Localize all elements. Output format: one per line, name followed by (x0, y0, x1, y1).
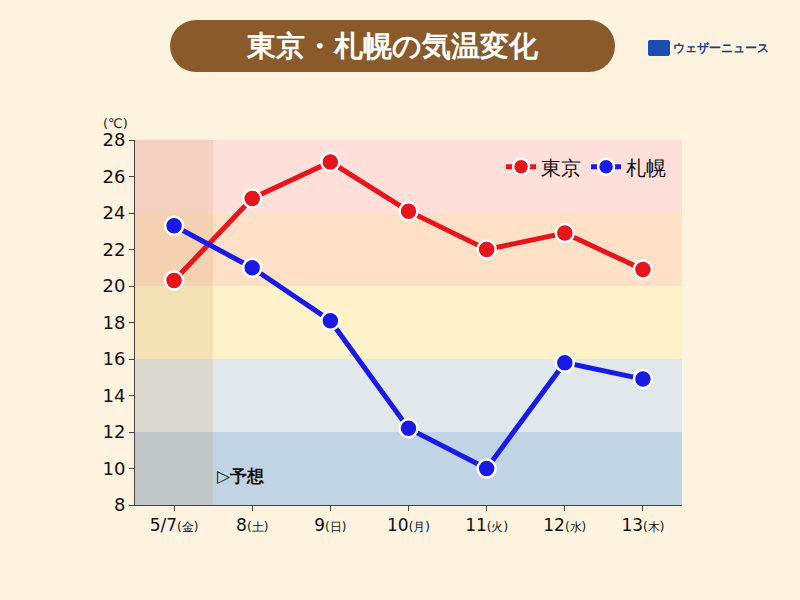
svg-text:8(土): 8(土) (236, 515, 268, 535)
svg-text:12(水): 12(水) (543, 515, 586, 535)
svg-text:24: 24 (102, 202, 125, 223)
svg-text:14: 14 (102, 385, 125, 406)
svg-text:(℃): (℃) (103, 116, 128, 131)
svg-text:5/7(金): 5/7(金) (150, 515, 199, 535)
svg-text:▷予想: ▷予想 (217, 466, 265, 486)
html-text:ウェザーニュース: ウェザーニュース (673, 40, 769, 55)
svg-text:札幌: 札幌 (626, 156, 666, 180)
svg-text:16: 16 (102, 348, 125, 369)
svg-text:26: 26 (102, 166, 125, 187)
svg-text:13(木): 13(木) (621, 515, 664, 535)
svg-text:20: 20 (102, 275, 125, 296)
svg-text:28: 28 (102, 129, 125, 150)
svg-text:9(日): 9(日) (314, 515, 346, 535)
svg-text:22: 22 (102, 239, 125, 260)
svg-text:18: 18 (102, 312, 125, 333)
svg-text:東京: 東京 (541, 156, 581, 180)
svg-text:12: 12 (102, 421, 125, 442)
svg-text:10: 10 (102, 458, 125, 479)
svg-text:11(火): 11(火) (465, 515, 508, 535)
svg-text:10(月): 10(月) (387, 515, 430, 535)
html-text:東京・札幌の気温変化: 東京・札幌の気温変化 (247, 29, 538, 63)
svg-text:8: 8 (114, 494, 125, 515)
